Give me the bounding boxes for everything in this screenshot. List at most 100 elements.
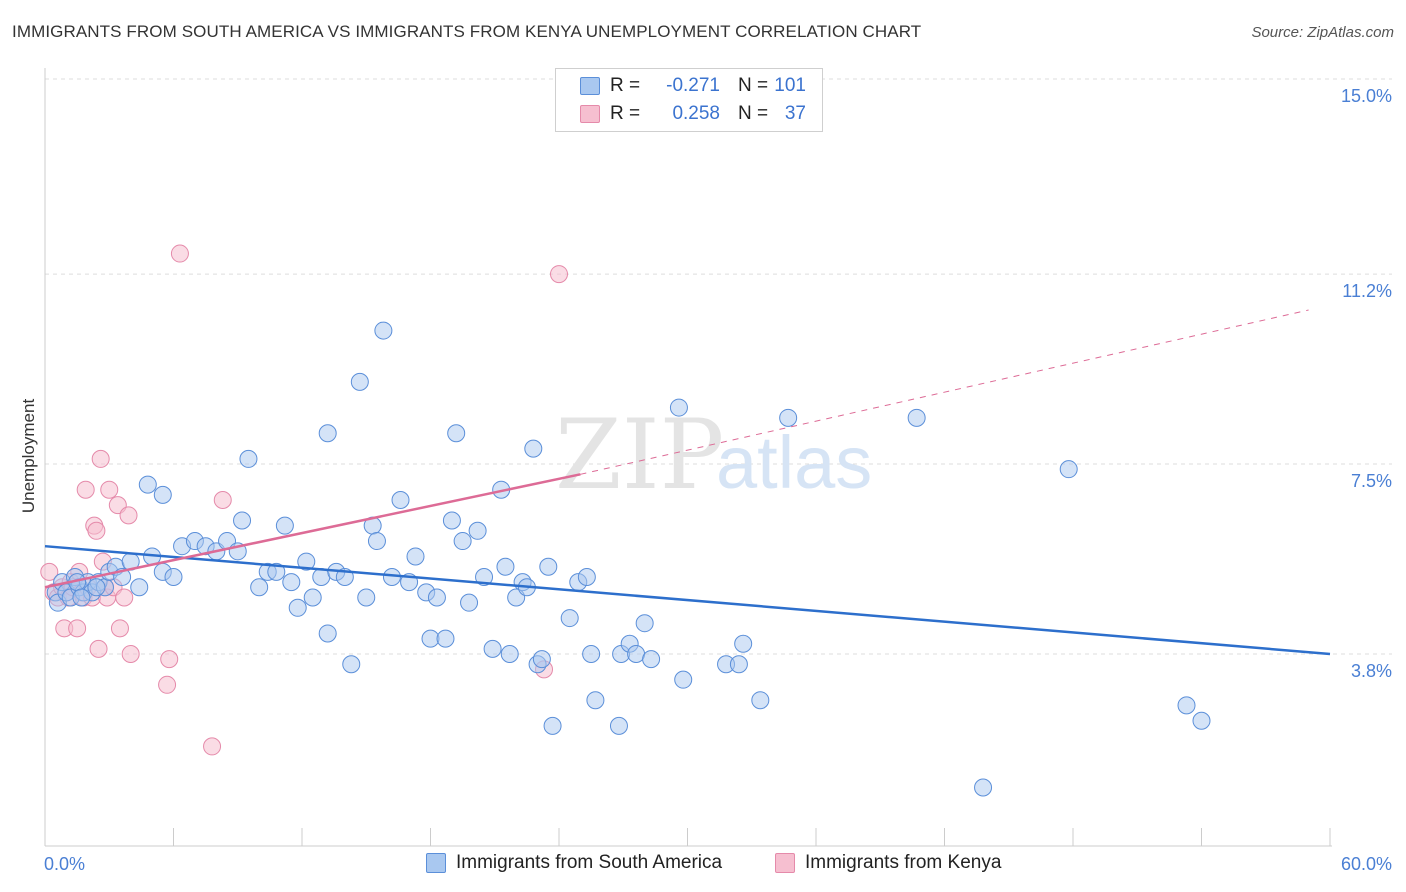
x-tick-label-min: 0.0% xyxy=(44,854,85,874)
data-point-south-america xyxy=(586,691,605,710)
legend-swatch-pink xyxy=(580,105,600,123)
y-tick-label: 7.5% xyxy=(1351,471,1392,491)
data-point-kenya xyxy=(91,449,110,468)
legend-n-key: N = xyxy=(738,75,769,96)
data-point-kenya xyxy=(100,480,119,499)
y-tick-label: 11.2% xyxy=(1342,281,1392,301)
data-point-kenya xyxy=(40,562,59,581)
data-point-south-america xyxy=(427,588,446,607)
series-legend: Immigrants from South America Immigrants… xyxy=(0,850,1406,878)
data-point-south-america xyxy=(436,629,455,648)
data-point-south-america xyxy=(974,778,993,797)
data-point-south-america xyxy=(367,532,386,551)
data-point-south-america xyxy=(374,321,393,340)
data-point-kenya xyxy=(119,506,138,525)
data-point-south-america xyxy=(267,562,286,581)
legend-r-value: 0.258 xyxy=(672,103,720,124)
data-point-south-america xyxy=(669,398,688,417)
legend-swatch-blue xyxy=(580,77,600,95)
data-point-south-america xyxy=(87,578,106,597)
trend-line-kenya-extension xyxy=(580,309,1309,475)
data-point-south-america xyxy=(453,532,472,551)
legend-r-value: -0.271 xyxy=(666,75,720,96)
data-point-kenya xyxy=(213,490,232,509)
data-point-south-america xyxy=(524,439,543,458)
data-point-south-america xyxy=(475,567,494,586)
series-legend-kenya: Immigrants from Kenya xyxy=(775,852,1001,874)
trend-lines xyxy=(44,309,1331,656)
data-point-south-america xyxy=(460,593,479,612)
y-tick-label: 3.8% xyxy=(1351,661,1392,681)
data-point-south-america xyxy=(1177,696,1196,715)
data-point-south-america xyxy=(483,639,502,658)
legend-r-key: R = xyxy=(610,75,641,96)
data-point-south-america xyxy=(239,449,258,468)
data-point-south-america xyxy=(577,567,596,586)
data-point-south-america xyxy=(275,516,294,535)
data-point-kenya xyxy=(87,521,106,540)
data-point-south-america xyxy=(1192,711,1211,730)
series-swatch-blue xyxy=(426,853,446,873)
data-point-south-america xyxy=(543,716,562,735)
data-point-south-america xyxy=(288,598,307,617)
data-point-south-america xyxy=(500,645,519,663)
legend-r-key: R = xyxy=(610,103,641,124)
data-point-south-america xyxy=(729,655,748,674)
watermark-atlas: atlas xyxy=(716,421,872,504)
data-point-south-america xyxy=(164,567,183,586)
data-point-south-america xyxy=(609,716,628,735)
data-point-kenya xyxy=(115,588,134,607)
data-point-kenya xyxy=(110,619,129,638)
data-point-south-america xyxy=(357,588,376,607)
data-point-south-america xyxy=(318,624,337,643)
data-point-south-america xyxy=(421,629,440,648)
data-point-south-america xyxy=(447,424,466,443)
data-point-south-america xyxy=(350,372,369,391)
data-point-kenya xyxy=(121,645,140,663)
data-point-south-america xyxy=(627,645,646,663)
data-point-south-america xyxy=(734,634,753,653)
chart-title: IMMIGRANTS FROM SOUTH AMERICA VS IMMIGRA… xyxy=(12,22,922,41)
trend-line-kenya xyxy=(44,473,581,589)
data-point-kenya xyxy=(160,650,179,669)
data-point-south-america xyxy=(907,408,926,427)
data-point-south-america xyxy=(250,578,269,597)
series-swatch-pink xyxy=(775,853,795,873)
x-tick-label-max: 60.0% xyxy=(1341,854,1392,874)
legend-row-kenya: R = 0.258 N = 37 xyxy=(580,101,806,127)
data-point-south-america xyxy=(303,588,322,607)
data-point-south-america xyxy=(642,650,661,669)
grid-lines xyxy=(45,78,1392,655)
legend-row-south-america: R = -0.271 N = 101 xyxy=(580,73,806,99)
data-point-kenya xyxy=(170,244,189,263)
kenya-points xyxy=(40,244,568,756)
data-point-south-america xyxy=(468,521,487,540)
data-point-south-america xyxy=(532,650,551,669)
data-point-south-america xyxy=(282,573,301,592)
y-axis-title: Unemployment xyxy=(19,399,38,514)
data-point-kenya xyxy=(158,675,177,694)
data-point-south-america xyxy=(674,670,693,689)
data-point-kenya xyxy=(89,639,108,658)
data-point-south-america xyxy=(442,511,461,530)
data-point-kenya xyxy=(550,265,568,284)
series-label-south-america: Immigrants from South America xyxy=(456,852,723,873)
legend-n-value: 101 xyxy=(774,75,806,96)
y-tick-label: 15.0% xyxy=(1341,86,1392,106)
correlation-legend: R = -0.271 N = 101 R = 0.258 N = 37 xyxy=(555,68,823,132)
data-point-south-america xyxy=(233,511,252,530)
data-point-south-america xyxy=(342,655,361,674)
data-point-kenya xyxy=(68,619,87,638)
data-point-south-america xyxy=(582,645,601,663)
data-point-south-america xyxy=(406,547,425,566)
data-point-south-america xyxy=(297,552,316,571)
watermark: ZIP atlas xyxy=(555,399,872,511)
data-point-south-america xyxy=(130,578,149,597)
source-label: Source: ZipAtlas.com xyxy=(1251,24,1394,41)
data-point-south-america xyxy=(496,557,515,576)
data-point-south-america xyxy=(539,557,558,576)
series-legend-south-america: Immigrants from South America xyxy=(426,852,722,874)
data-point-south-america xyxy=(318,424,337,443)
data-point-kenya xyxy=(76,480,95,499)
